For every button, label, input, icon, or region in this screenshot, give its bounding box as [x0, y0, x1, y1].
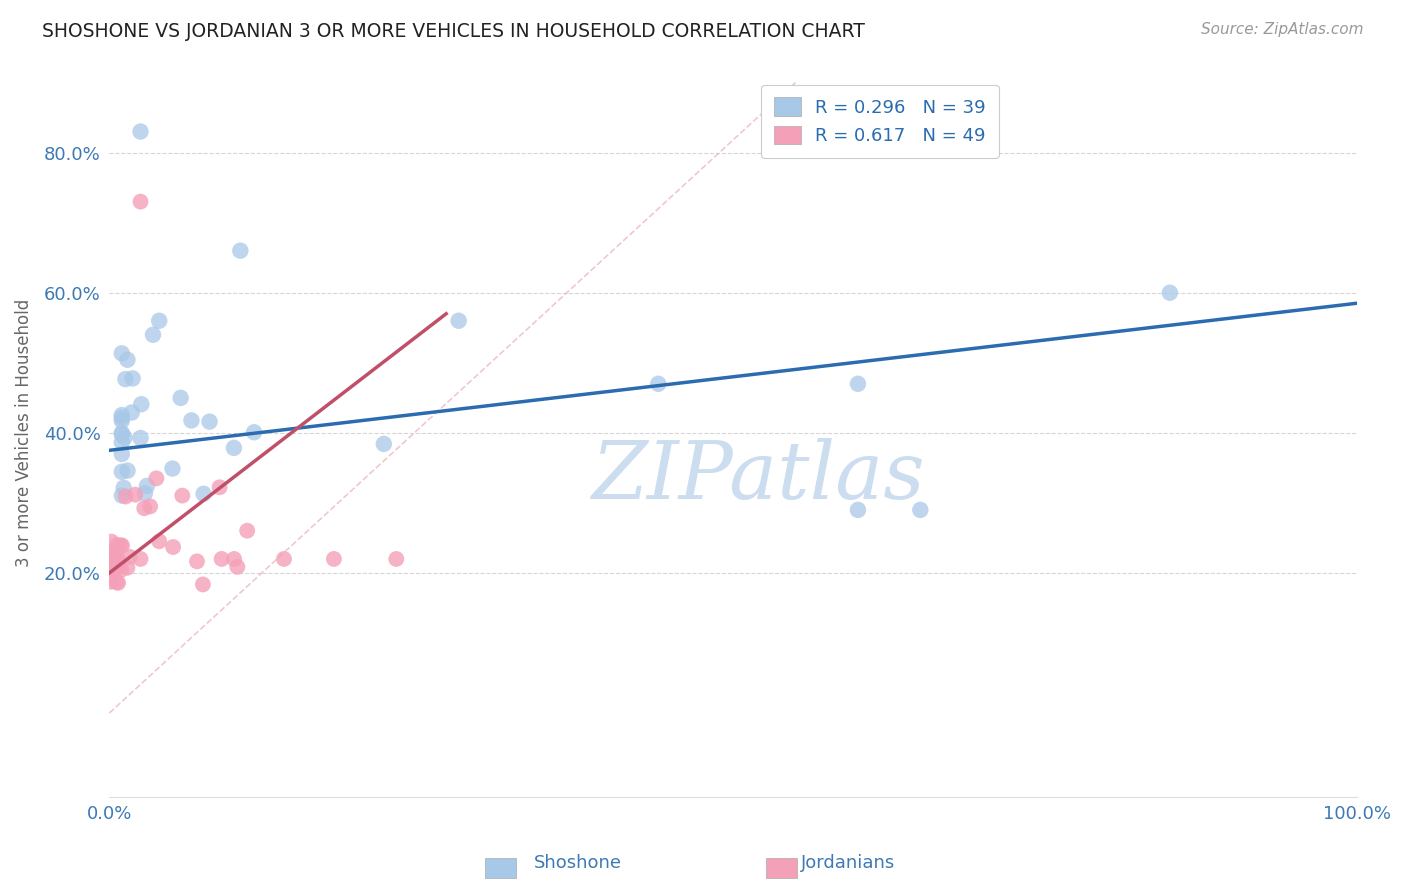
Point: [111, 414, 134, 428]
Point: [111, 426, 134, 441]
Point: [136, 479, 159, 493]
Point: [105, 544, 128, 558]
Point: [172, 489, 194, 503]
Point: [107, 538, 129, 552]
Point: [111, 447, 134, 461]
Point: [169, 391, 191, 405]
Point: [198, 415, 221, 429]
Point: [222, 552, 245, 566]
Legend: R = 0.296   N = 39, R = 0.617   N = 49: R = 0.296 N = 39, R = 0.617 N = 49: [761, 85, 998, 158]
Point: [134, 486, 156, 500]
Point: [117, 352, 139, 367]
Point: [110, 539, 132, 553]
Point: [447, 314, 470, 328]
Point: [191, 577, 214, 591]
Point: [111, 346, 134, 360]
Point: [111, 538, 134, 552]
Point: [117, 560, 139, 574]
Point: [104, 543, 127, 558]
Point: [103, 554, 125, 568]
Point: [104, 553, 127, 567]
Point: [100, 574, 122, 589]
Text: SHOSHONE VS JORDANIAN 3 OR MORE VEHICLES IN HOUSEHOLD CORRELATION CHART: SHOSHONE VS JORDANIAN 3 OR MORE VEHICLES…: [42, 22, 865, 41]
Point: [105, 561, 128, 575]
Point: [229, 244, 252, 258]
Text: ZIPatlas: ZIPatlas: [592, 438, 925, 516]
Y-axis label: 3 or more Vehicles in Household: 3 or more Vehicles in Household: [15, 299, 32, 567]
Point: [111, 408, 134, 422]
Point: [100, 562, 122, 576]
Point: [103, 551, 125, 566]
Point: [910, 503, 932, 517]
Point: [107, 551, 129, 566]
Point: [129, 431, 152, 445]
Point: [647, 376, 669, 391]
Point: [222, 441, 245, 455]
Point: [186, 554, 208, 568]
Point: [373, 437, 395, 451]
Point: [103, 551, 125, 566]
Point: [117, 464, 139, 478]
Point: [103, 553, 125, 567]
Point: [1159, 285, 1181, 300]
Point: [121, 371, 143, 385]
Point: [385, 552, 408, 566]
Point: [243, 425, 266, 440]
Point: [112, 481, 135, 495]
Point: [121, 405, 143, 419]
Point: [111, 435, 134, 450]
Point: [124, 488, 146, 502]
Point: [104, 558, 127, 572]
Point: [104, 553, 127, 567]
Point: [100, 554, 122, 568]
Point: [142, 327, 165, 342]
Text: Source: ZipAtlas.com: Source: ZipAtlas.com: [1201, 22, 1364, 37]
Point: [211, 552, 233, 566]
Point: [111, 426, 134, 441]
Point: [236, 524, 259, 538]
Point: [101, 561, 124, 575]
Point: [148, 534, 170, 549]
Point: [193, 487, 215, 501]
Point: [105, 575, 128, 590]
Point: [162, 540, 184, 554]
Text: Jordanians: Jordanians: [801, 855, 896, 872]
Point: [180, 413, 202, 427]
Point: [104, 551, 127, 566]
Point: [107, 575, 129, 590]
Point: [104, 559, 127, 574]
Point: [162, 461, 184, 475]
Point: [111, 465, 134, 479]
Point: [107, 558, 129, 573]
Point: [103, 553, 125, 567]
Point: [114, 431, 136, 445]
Point: [273, 552, 295, 566]
Point: [129, 552, 152, 566]
Point: [134, 501, 156, 516]
Point: [322, 552, 344, 566]
Point: [129, 125, 152, 139]
Point: [139, 500, 162, 514]
Point: [98, 562, 121, 576]
Point: [100, 534, 122, 549]
Point: [208, 480, 231, 494]
Point: [846, 376, 869, 391]
Point: [129, 194, 152, 209]
Point: [148, 314, 170, 328]
Point: [131, 397, 153, 411]
Point: [145, 471, 167, 485]
Point: [114, 372, 136, 386]
Point: [114, 490, 136, 504]
Point: [111, 488, 134, 502]
Point: [110, 563, 132, 577]
Point: [226, 559, 249, 574]
Point: [111, 410, 134, 425]
Text: Shoshone: Shoshone: [534, 855, 623, 872]
Point: [118, 549, 141, 564]
Point: [846, 503, 869, 517]
